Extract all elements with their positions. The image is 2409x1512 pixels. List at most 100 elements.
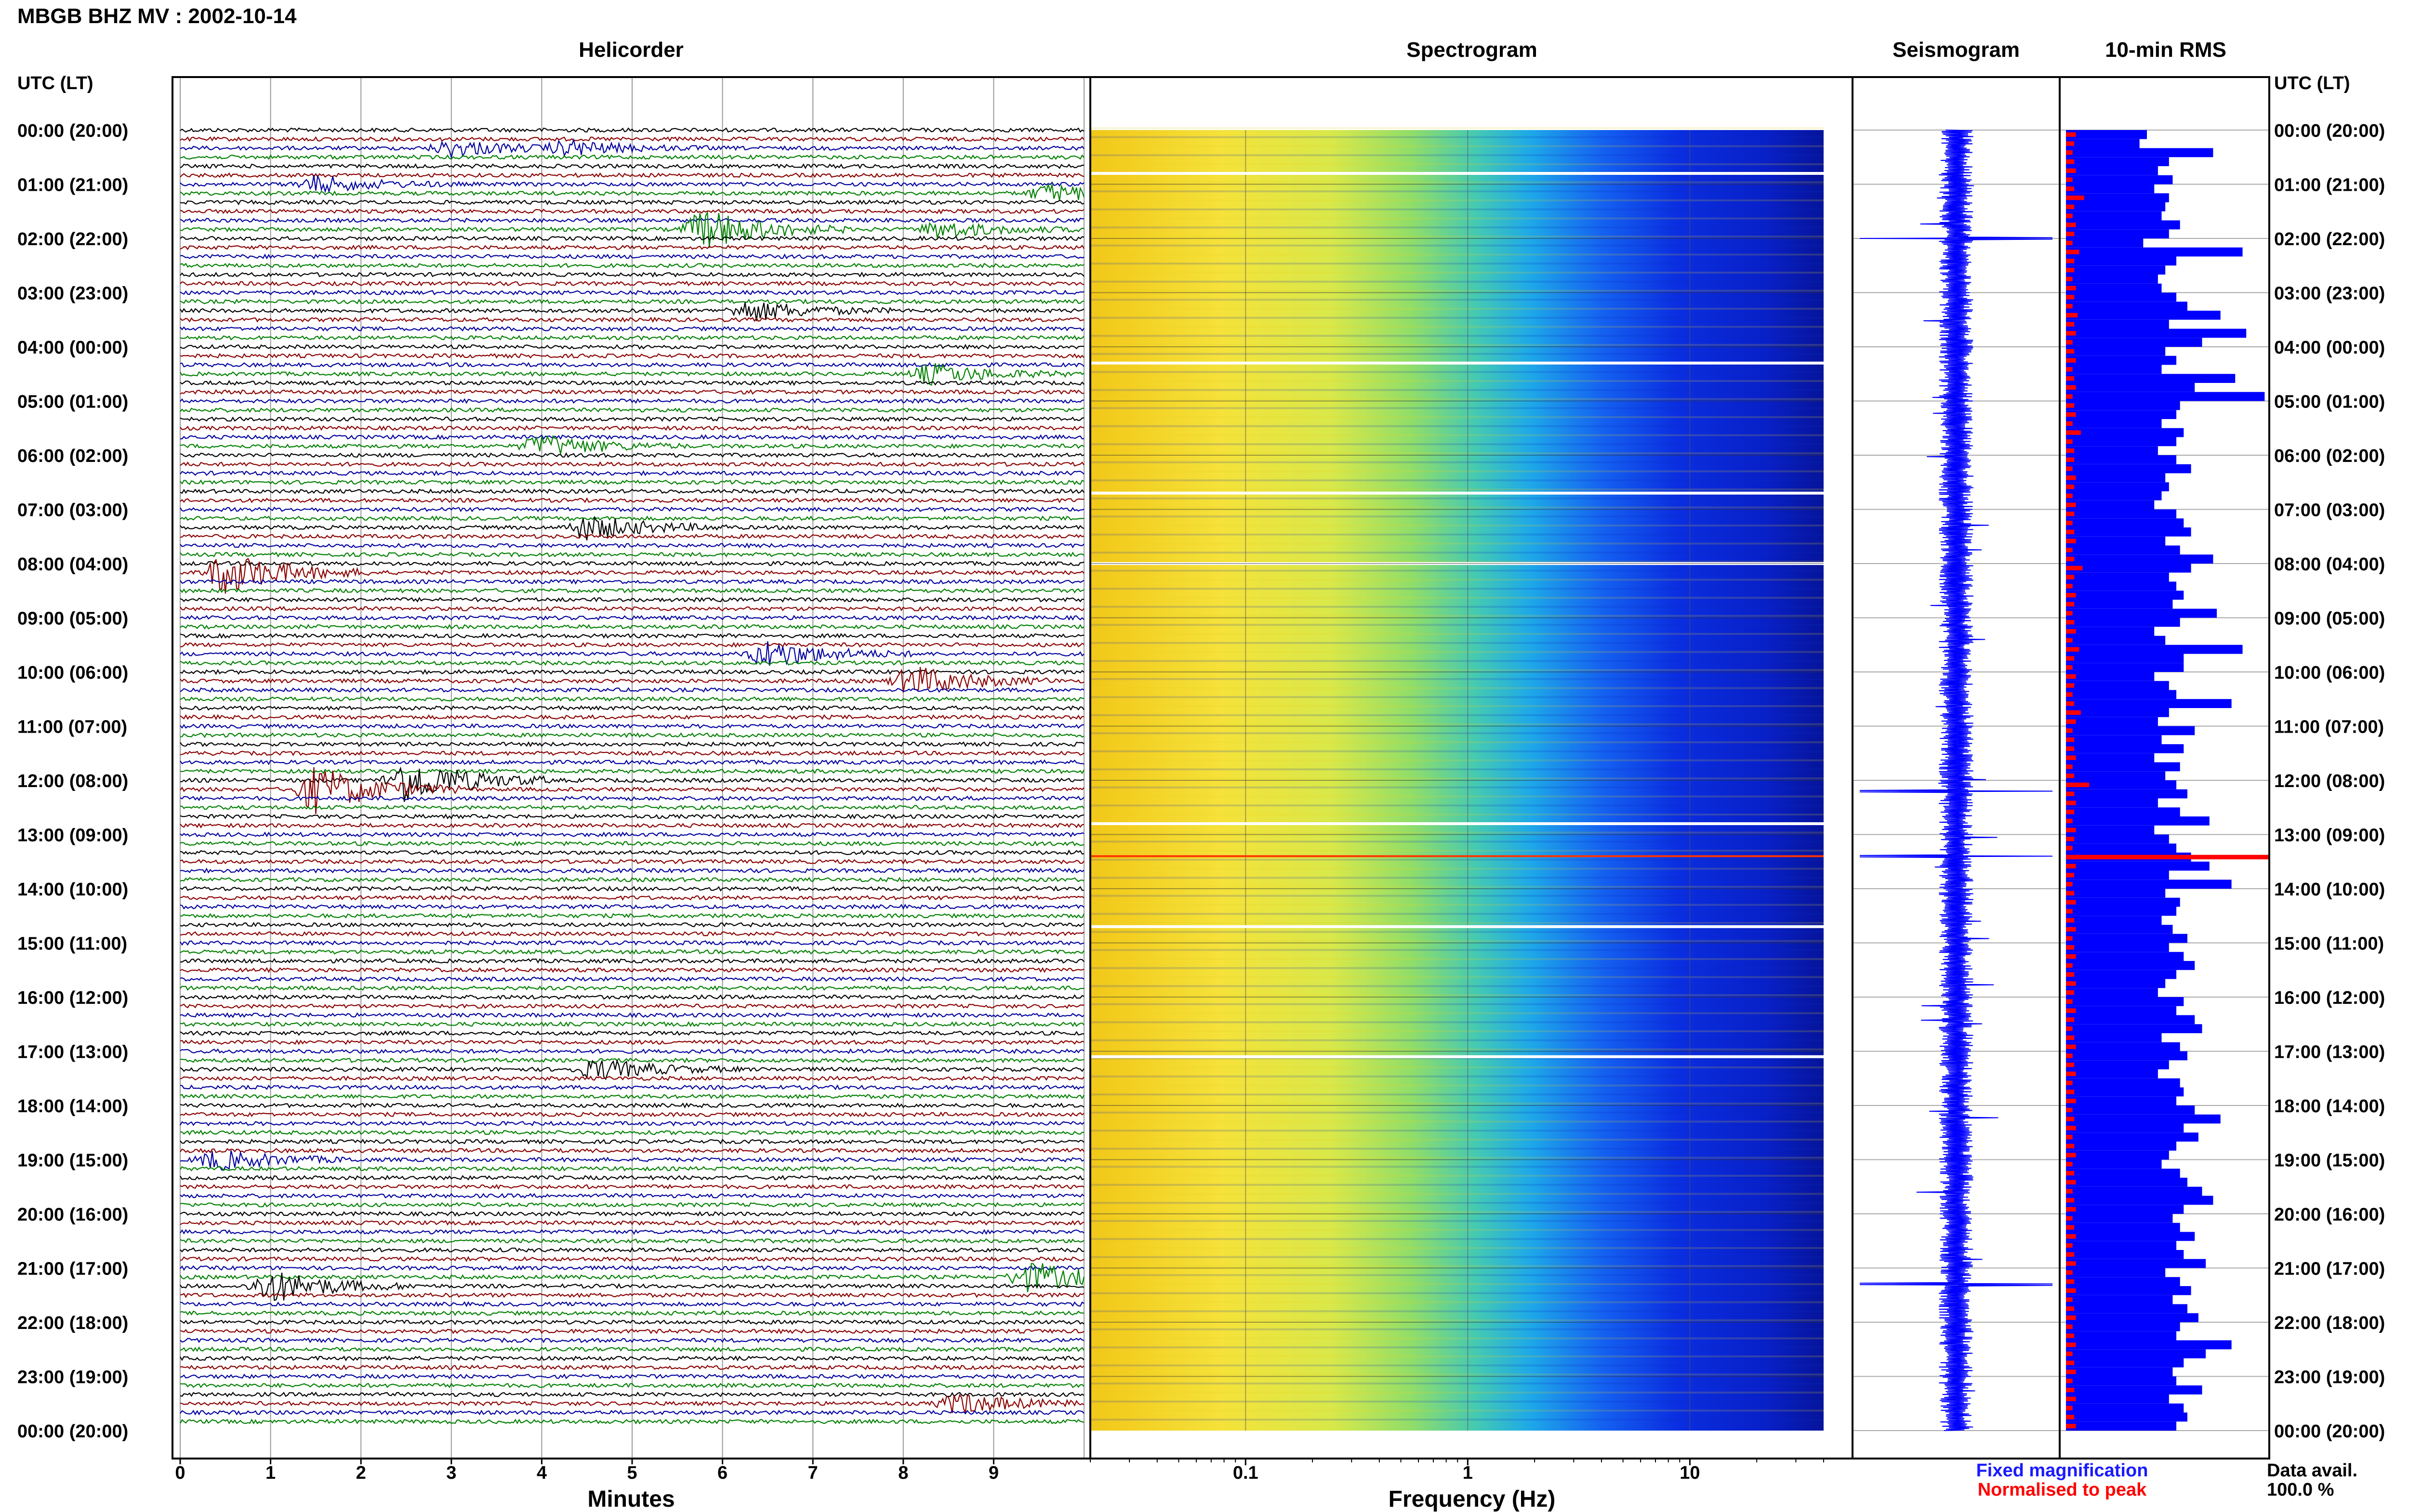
rms-bar-fixed: [2066, 916, 2162, 925]
spectrogram-row: [1090, 163, 1824, 165]
rms-bar-normalised: [2066, 493, 2073, 499]
rms-bar-fixed: [2066, 509, 2177, 519]
helicorder-trace: [180, 1409, 1085, 1416]
rms-bar-fixed: [2066, 564, 2191, 573]
rms-bar-normalised: [2066, 1098, 2076, 1104]
rms-bar-fixed: [2066, 825, 2155, 835]
rms-bar-fixed: [2066, 238, 2144, 248]
rms-bar-normalised: [2066, 701, 2075, 706]
helicorder-trace: [180, 1183, 1085, 1190]
helicorder-trace: [180, 696, 1085, 702]
rms-bar-normalised: [2066, 1198, 2075, 1203]
helicorder-tick-label: 9: [989, 1463, 999, 1483]
rms-bar-fixed: [2066, 789, 2187, 799]
rms-bar-fixed: [2066, 437, 2177, 447]
rms-bar-fixed: [2066, 374, 2236, 383]
helicorder-trace: [180, 1346, 1085, 1353]
spectrogram-row: [1090, 217, 1824, 220]
rms-bar-normalised: [2066, 1026, 2073, 1031]
spectrogram-row: [1090, 940, 1824, 942]
rms-bar-normalised: [2066, 620, 2075, 625]
spectrogram-row: [1090, 841, 1824, 843]
rms-bar-fixed: [2066, 861, 2210, 871]
rms-bar-normalised: [2066, 159, 2075, 164]
helicorder-trace: [180, 750, 1085, 756]
rms-bar-fixed: [2066, 726, 2195, 736]
helicorder-trace: [180, 1262, 1085, 1292]
spectrogram-row: [1090, 127, 1824, 129]
rms-bar-fixed: [2066, 1304, 2187, 1314]
rms-bar-normalised: [2066, 1062, 2075, 1067]
helicorder-trace: [180, 1373, 1085, 1380]
rms-bar-fixed: [2066, 997, 2184, 1006]
rms-bar-fixed: [2066, 1123, 2184, 1133]
rms-bar-normalised: [2066, 1315, 2076, 1320]
time-label-right: 12:00 (08:00): [2274, 771, 2385, 791]
rms-bar-normalised: [2066, 828, 2076, 832]
rms-bar-fixed: [2066, 880, 2232, 889]
rms-bar-fixed: [2066, 1015, 2195, 1025]
rms-bar-fixed: [2066, 1042, 2180, 1052]
helicorder-trace: [180, 302, 1085, 321]
spectrogram-row: [1090, 723, 1824, 725]
time-label-left: 06:00 (02:00): [17, 446, 128, 466]
rms-bar-normalised: [2066, 1270, 2073, 1275]
spectrogram-row: [1090, 633, 1824, 635]
rms-bar-fixed: [2066, 428, 2184, 437]
spectrogram-row: [1090, 1021, 1824, 1024]
rms-bar-fixed: [2066, 933, 2187, 943]
rms-bar-normalised: [2066, 1035, 2075, 1040]
rms-bar-fixed: [2066, 1186, 2202, 1196]
time-label-left: 18:00 (14:00): [17, 1096, 128, 1117]
rms-bar-fixed: [2066, 1313, 2198, 1322]
spectrogram-row: [1090, 181, 1824, 184]
time-label-left: 02:00 (22:00): [17, 229, 128, 250]
rms-bar-normalised: [2066, 556, 2075, 562]
rms-bar-fixed: [2066, 1069, 2158, 1078]
spectrogram-row: [1090, 768, 1824, 771]
rms-bar-normalised: [2066, 168, 2076, 173]
helicorder-trace: [180, 1355, 1085, 1362]
spectrogram-row: [1090, 289, 1824, 292]
rms-bar-normalised: [2066, 602, 2075, 607]
helicorder-trace: [180, 515, 1085, 522]
rms-bar-fixed: [2066, 1286, 2191, 1295]
spectrogram-row: [1090, 1292, 1824, 1294]
helicorder-trace: [180, 208, 1085, 214]
rms-bar-normalised: [2066, 891, 2075, 896]
rms-bar-fixed: [2066, 401, 2180, 410]
rms-bar-fixed: [2066, 554, 2213, 564]
rms-bar-normalised: [2066, 837, 2075, 841]
time-label-right: 22:00 (18:00): [2274, 1313, 2385, 1333]
spectrogram-row: [1090, 497, 1824, 500]
x-axes: 0 1 2 3 4 5 6 7 8 9 0.1 1 10: [175, 1459, 1824, 1483]
helicorder-trace: [180, 931, 1085, 937]
spectrogram-row: [1090, 967, 1824, 969]
spectrogram-row: [1090, 1003, 1824, 1005]
helicorder-trace: [180, 479, 1085, 486]
helicorder-trace: [180, 362, 1085, 368]
helicorder-trace: [180, 894, 1085, 901]
spectrogram-row: [1090, 407, 1824, 409]
rms-bar-fixed: [2066, 175, 2173, 184]
rms-bar-normalised: [2066, 548, 2073, 552]
spectrogram-row: [1090, 642, 1824, 644]
spectrogram-row: [1090, 1211, 1824, 1213]
spectrogram-row: [1090, 669, 1824, 671]
time-label-right: 10:00 (06:00): [2274, 663, 2385, 683]
helicorder-trace: [180, 985, 1085, 991]
rms-bar-fixed: [2066, 464, 2191, 473]
time-label-left: 05:00 (01:00): [17, 392, 128, 412]
rms-bar-normalised: [2066, 1306, 2075, 1311]
rms-bar-fixed: [2066, 572, 2169, 582]
spectrogram-row: [1090, 552, 1824, 554]
rms-bar-normalised: [2066, 990, 2075, 995]
spectrogram-row: [1090, 868, 1824, 870]
helicorder-trace: [180, 1093, 1085, 1100]
time-axis-label-right: UTC (LT): [2274, 73, 2350, 93]
spectrogram-row: [1090, 326, 1824, 328]
helicorder-trace: [180, 1003, 1085, 1009]
rms-bar-normalised: [2066, 539, 2076, 543]
rms-bar-normalised: [2066, 845, 2073, 851]
helicorder-trace: [180, 667, 1085, 693]
